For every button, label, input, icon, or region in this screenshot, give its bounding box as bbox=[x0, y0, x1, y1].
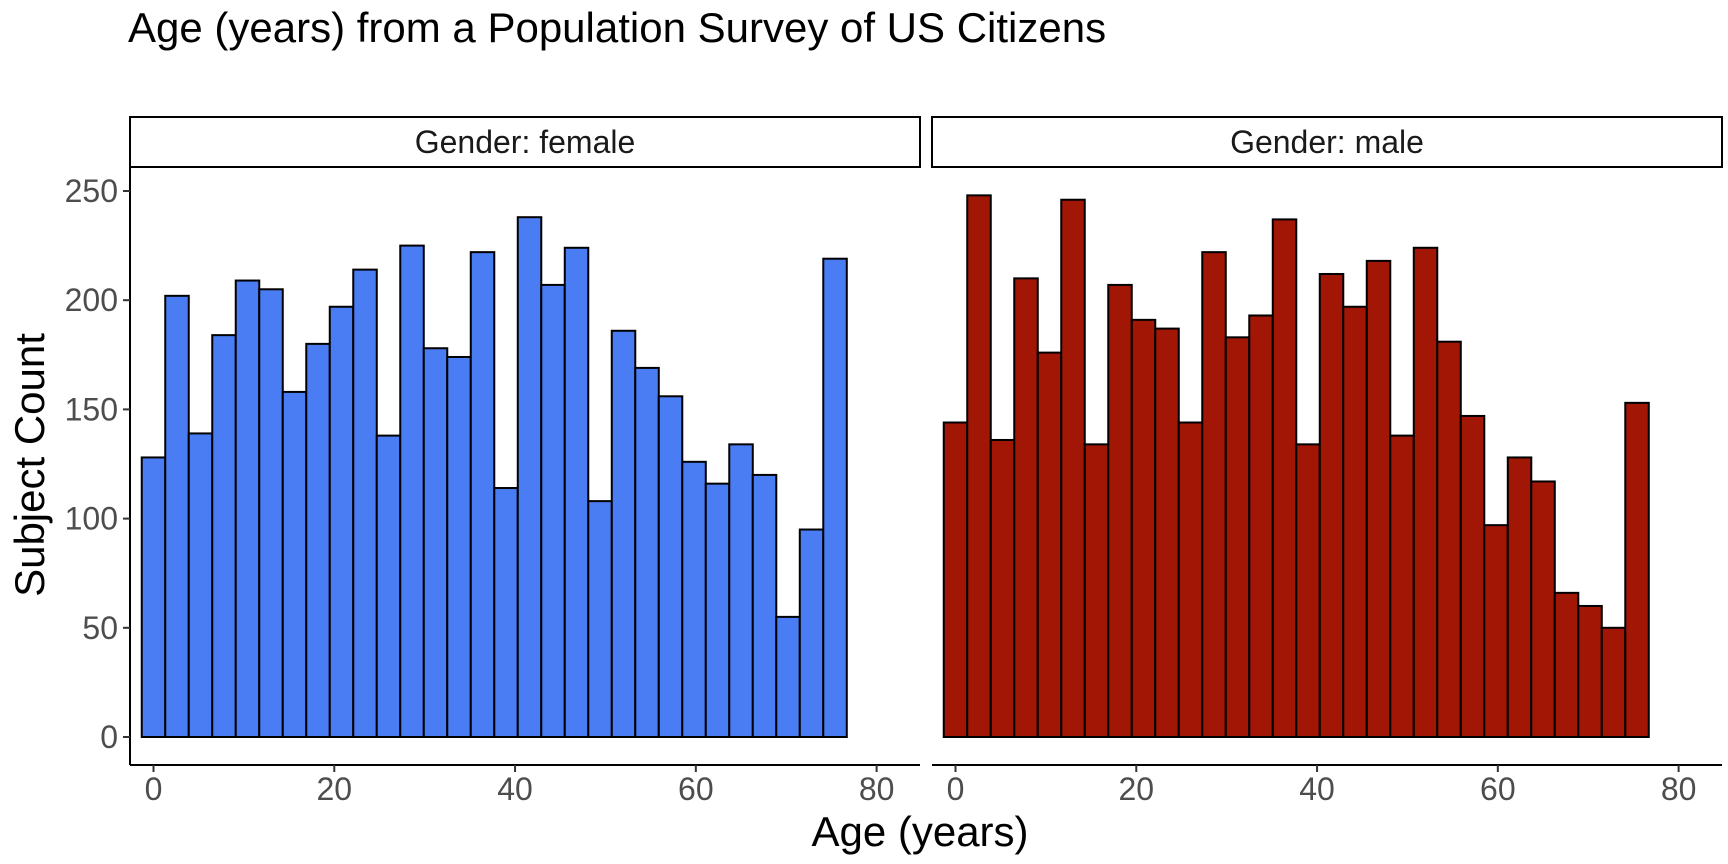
x-tick-label: 40 bbox=[1299, 771, 1335, 807]
histogram-bar bbox=[1013, 277, 1039, 738]
histogram-bar bbox=[305, 342, 331, 738]
y-tick-label: 150 bbox=[65, 391, 118, 427]
x-tick-label: 80 bbox=[1661, 771, 1697, 807]
x-axis-title: Age (years) bbox=[811, 808, 1028, 855]
x-tick-label: 60 bbox=[1480, 771, 1516, 807]
chart-title: Age (years) from a Population Survey of … bbox=[128, 4, 1106, 51]
histogram-bar bbox=[563, 246, 590, 738]
histogram-bar bbox=[234, 279, 261, 738]
histogram-bar bbox=[540, 283, 566, 738]
histogram-bar bbox=[1318, 272, 1345, 738]
histogram-bar bbox=[1036, 351, 1063, 738]
histogram-bar bbox=[493, 487, 519, 738]
histogram-bar bbox=[399, 244, 425, 738]
histogram-bar bbox=[942, 421, 969, 738]
histogram-bar bbox=[281, 390, 308, 738]
histogram-bar bbox=[989, 438, 1016, 738]
histogram-bar bbox=[1553, 591, 1580, 739]
x-tick-label: 20 bbox=[1118, 771, 1154, 807]
histogram-bar bbox=[1600, 626, 1627, 738]
histogram-bar bbox=[610, 329, 637, 738]
histogram-bar bbox=[375, 434, 402, 738]
histogram-bar bbox=[1224, 336, 1251, 738]
histogram-bar bbox=[728, 443, 754, 738]
facet-strip-2 bbox=[931, 116, 1723, 168]
y-axis-title: Subject Count bbox=[6, 333, 53, 597]
histogram-bar bbox=[657, 395, 684, 738]
histogram-bar bbox=[187, 432, 214, 738]
histogram-bar bbox=[1365, 259, 1392, 738]
histogram-bar bbox=[1201, 251, 1227, 738]
x-tick-label: 40 bbox=[497, 771, 533, 807]
histogram-bar bbox=[352, 268, 378, 738]
histogram-bar bbox=[469, 251, 496, 738]
histogram-bar bbox=[140, 456, 167, 738]
histogram-bar bbox=[751, 473, 778, 738]
histogram-bar bbox=[1248, 314, 1274, 738]
y-tick-label: 50 bbox=[82, 610, 118, 646]
histogram-bar bbox=[798, 528, 825, 739]
histogram-bar bbox=[587, 500, 613, 738]
histogram-bar bbox=[966, 194, 992, 739]
histogram-bar bbox=[1342, 305, 1368, 738]
histogram-bar bbox=[446, 355, 472, 738]
histogram-bar bbox=[422, 347, 449, 738]
histogram-bar bbox=[1412, 246, 1439, 738]
y-tick-label: 250 bbox=[65, 173, 118, 209]
x-tick-label: 60 bbox=[678, 771, 714, 807]
histogram-bar bbox=[681, 460, 707, 738]
histogram-bar bbox=[1389, 434, 1415, 738]
histogram-bar bbox=[822, 257, 848, 738]
histogram-bar bbox=[1177, 421, 1204, 738]
histogram-bar bbox=[328, 305, 355, 738]
facet-strip-1 bbox=[129, 116, 921, 168]
histogram-bar bbox=[1060, 198, 1086, 738]
facet-panel-2: Gender: male 0 20 40 60 80 bbox=[931, 116, 1723, 807]
histogram-bar bbox=[1483, 524, 1509, 738]
facet-panel-1: Gender: female 0 20 40 60 80 0 50 100 150 200 250 bbox=[65, 116, 921, 807]
facet-strip-label-2: Gender: male bbox=[1230, 124, 1424, 160]
histogram-bar bbox=[1083, 443, 1110, 738]
histogram-bar bbox=[1530, 480, 1556, 738]
y-tick-label: 0 bbox=[100, 719, 118, 755]
histogram-bar bbox=[516, 216, 543, 738]
y-tick-label: 100 bbox=[65, 501, 118, 537]
histogram-bar bbox=[1271, 218, 1298, 738]
histogram-bar bbox=[1130, 318, 1157, 738]
histogram-bar bbox=[1295, 443, 1321, 738]
histogram-bar bbox=[164, 294, 190, 738]
histogram-bar bbox=[1624, 401, 1650, 738]
histogram-bar bbox=[1436, 340, 1462, 738]
histogram-bar bbox=[1107, 283, 1133, 738]
histogram-bar bbox=[1577, 604, 1603, 739]
y-tick-label: 200 bbox=[65, 282, 118, 318]
histogram-bar bbox=[704, 482, 731, 738]
histogram-bar bbox=[1154, 327, 1180, 738]
x-tick-label: 20 bbox=[316, 771, 352, 807]
x-tick-label: 0 bbox=[947, 771, 965, 807]
histogram-bar bbox=[634, 366, 660, 738]
facet-strip-label-1: Gender: female bbox=[415, 124, 636, 160]
histogram-bar bbox=[1506, 456, 1533, 738]
histogram-bar bbox=[211, 334, 237, 738]
x-tick-label: 80 bbox=[859, 771, 895, 807]
histogram-bar bbox=[1459, 414, 1486, 738]
histogram-bar bbox=[775, 615, 801, 739]
histogram-bar bbox=[258, 288, 284, 738]
x-tick-label: 0 bbox=[145, 771, 163, 807]
